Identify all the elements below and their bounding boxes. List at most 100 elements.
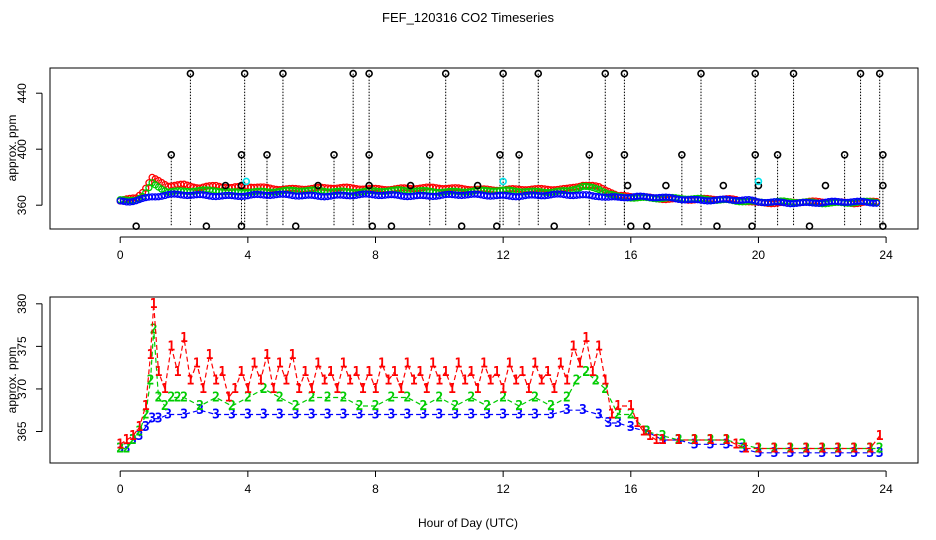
series-point-3: 3 — [308, 407, 316, 422]
point — [668, 194, 676, 202]
series-point-1: 1 — [263, 348, 271, 363]
series-point-1: 1 — [429, 356, 437, 371]
series-point-3: 3 — [627, 420, 635, 435]
series-point-1: 1 — [378, 356, 386, 371]
spike-point-high — [697, 69, 705, 78]
point — [138, 194, 147, 203]
series-point-2: 2 — [531, 390, 539, 405]
series-point-1: 1 — [818, 442, 826, 457]
series-point-1: 1 — [327, 365, 335, 380]
series-point-1: 1 — [333, 382, 341, 397]
series-point-2: 2 — [388, 390, 396, 405]
spike-point-mid — [263, 151, 271, 159]
x-tick-label: 16 — [624, 482, 638, 496]
top-plot-frame — [49, 67, 919, 230]
series-point-1: 1 — [608, 407, 616, 422]
series-point-1: 1 — [486, 373, 494, 388]
series-point-1: 1 — [448, 382, 456, 397]
series-point-3: 3 — [228, 407, 236, 422]
series-point-2: 2 — [147, 373, 155, 388]
spike-point-mid — [167, 151, 176, 159]
series-point-3: 3 — [595, 407, 603, 422]
point — [129, 197, 137, 206]
series-point-1: 1 — [321, 373, 329, 388]
spike-point-high — [601, 69, 610, 78]
series-point-1: 1 — [652, 433, 660, 448]
series-point-3: 3 — [691, 437, 699, 452]
series-point-3: 3 — [340, 407, 348, 422]
series-blue-points — [116, 190, 881, 208]
spike-point-mid — [585, 151, 594, 159]
spike-point-mid — [365, 151, 373, 159]
spike-point-high — [856, 69, 865, 78]
series-point-2: 2 — [614, 407, 622, 422]
y-tick-label: 440 — [15, 83, 29, 103]
series-point-2: 2 — [547, 399, 555, 414]
series-point-1: 1 — [770, 442, 778, 457]
spike-point-small — [662, 181, 670, 190]
y-tick-label: 360 — [15, 195, 29, 215]
series-point-3: 3 — [123, 442, 131, 457]
series-1: 1111111111111111111111111111111111111111… — [116, 297, 884, 457]
spike-point-high — [349, 69, 357, 78]
spike-point-low — [202, 222, 211, 230]
spike-point-high — [365, 69, 373, 78]
series-point-3: 3 — [786, 446, 794, 461]
point — [142, 184, 150, 192]
series-point-1: 1 — [384, 373, 392, 388]
series-point-1: 1 — [212, 373, 220, 388]
series-point-2: 2 — [483, 399, 491, 414]
spike-point-mid — [773, 151, 782, 159]
series-point-1: 1 — [493, 365, 501, 380]
series-point-2: 2 — [573, 373, 581, 388]
spike-point-high — [441, 69, 450, 78]
series-point-3: 3 — [356, 407, 364, 422]
spike-point-high — [751, 69, 760, 78]
series-point-1: 1 — [876, 429, 884, 444]
spike-point-mid — [678, 151, 686, 159]
series-point-2: 2 — [515, 399, 523, 414]
series-point-1: 1 — [691, 433, 699, 448]
series-point-3: 3 — [388, 407, 396, 422]
series-point-1: 1 — [135, 420, 143, 435]
series-point-2: 2 — [308, 390, 316, 405]
x-tick-label: 16 — [624, 248, 638, 262]
x-tick-label: 20 — [752, 248, 766, 262]
spike-point-small — [365, 181, 373, 190]
series-point-1: 1 — [167, 339, 175, 354]
spike-point-low — [237, 222, 246, 230]
series-point-1: 1 — [391, 365, 399, 380]
series-point-2: 2 — [563, 390, 571, 405]
series-point-2: 2 — [435, 390, 443, 405]
series-point-2: 2 — [244, 390, 252, 405]
series-point-1: 1 — [147, 348, 155, 363]
series-point-1: 1 — [518, 365, 526, 380]
series-point-1: 1 — [295, 382, 303, 397]
point — [751, 197, 759, 205]
series-point-1: 1 — [257, 373, 265, 388]
spike-point-mid — [330, 151, 338, 159]
series-point-1: 1 — [397, 382, 405, 397]
series-point-3: 3 — [547, 407, 555, 422]
series-point-3: 3 — [292, 407, 300, 422]
series-point-3: 3 — [723, 437, 731, 452]
series-point-2: 2 — [135, 425, 143, 440]
series-point-2: 2 — [228, 399, 236, 414]
spike-point-small — [754, 181, 763, 190]
series-point-1: 1 — [742, 442, 750, 457]
series-point-2: 2 — [372, 399, 380, 414]
series-point-3: 3 — [244, 407, 252, 422]
series-point-1: 1 — [352, 365, 360, 380]
spike-point-small — [879, 181, 887, 190]
series-point-2: 2 — [451, 399, 459, 414]
series-point-1: 1 — [646, 429, 654, 444]
point — [585, 183, 593, 191]
series-point-1: 1 — [161, 382, 169, 397]
series-point-1: 1 — [193, 356, 201, 371]
spike-point-small — [406, 181, 415, 190]
spike-point-small — [821, 181, 830, 190]
top-marks — [116, 69, 887, 230]
top-y-axis-label: approx. ppm — [5, 115, 19, 182]
series-point-2: 2 — [643, 425, 651, 440]
